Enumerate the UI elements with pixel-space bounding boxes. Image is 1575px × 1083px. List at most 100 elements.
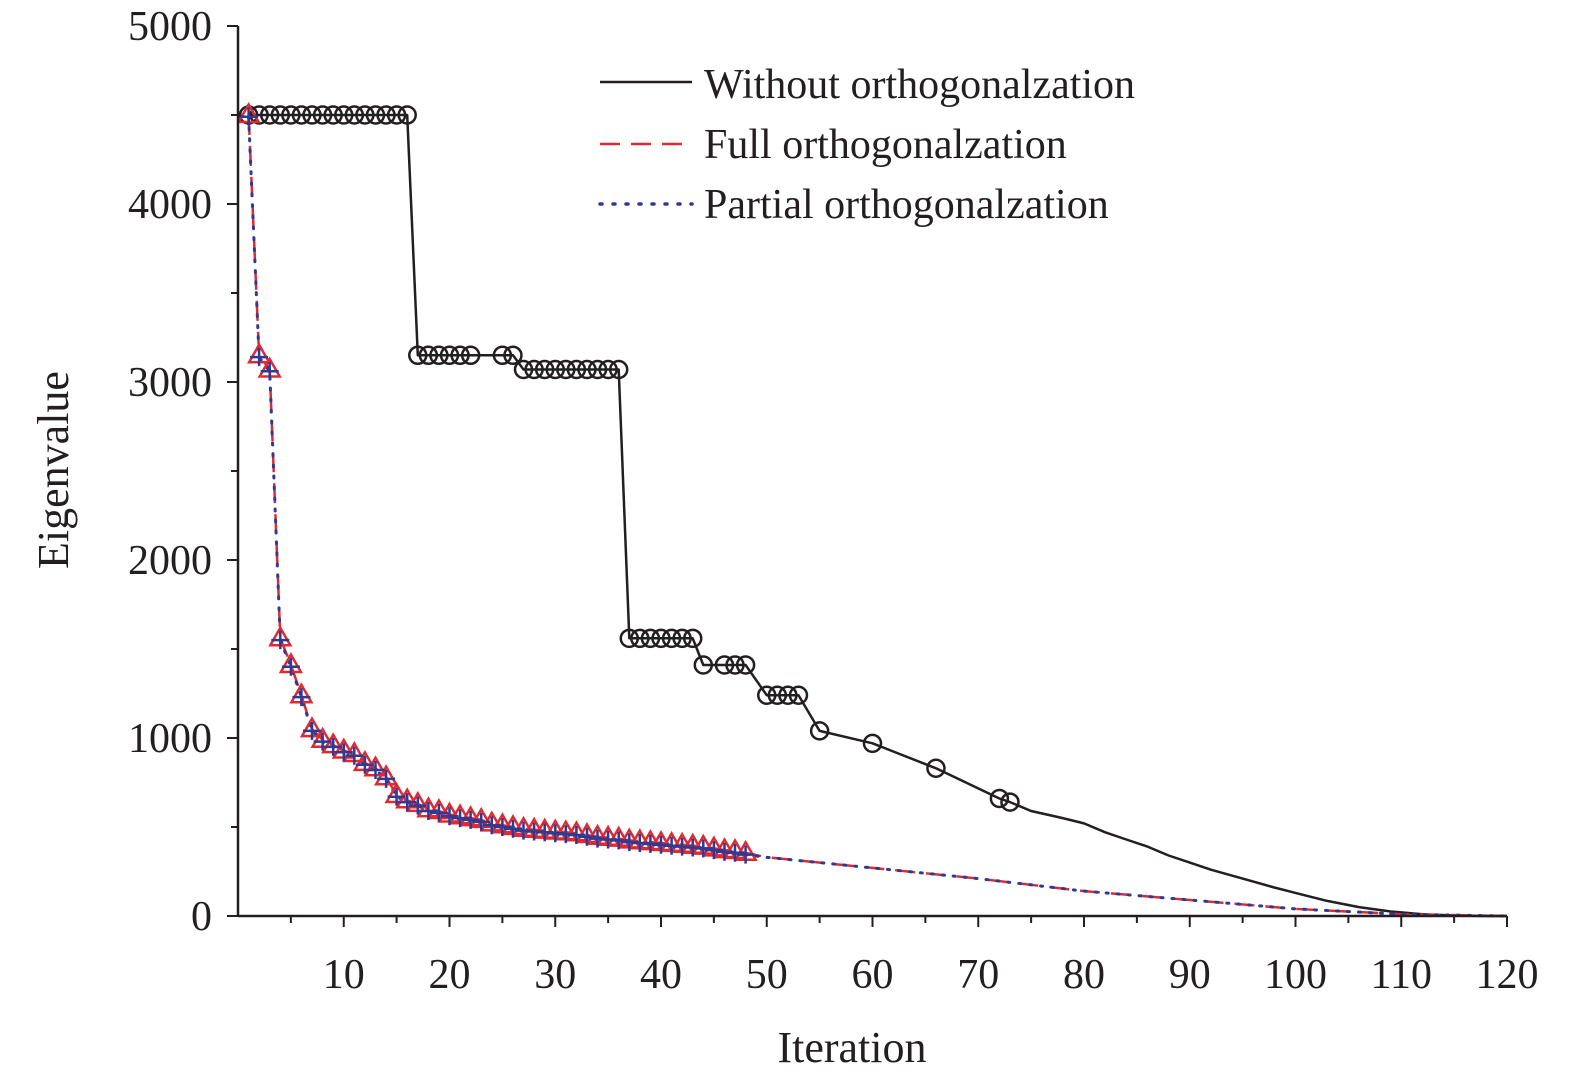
data-point-without: [524, 359, 544, 380]
data-point-without: [513, 359, 534, 380]
data-point-partial: [398, 793, 417, 812]
series-line-0: [248, 113, 1507, 918]
data-point-without: [630, 628, 650, 649]
data-point-without: [365, 105, 386, 125]
data-point-without: [312, 105, 333, 125]
data-point-partial: [239, 107, 258, 126]
data-point-partial: [324, 737, 343, 756]
data-point-without: [672, 628, 692, 649]
data-point-without: [323, 105, 343, 125]
data-point-without: [408, 345, 428, 366]
legend-label-full: Full orthogonalzation: [704, 122, 1067, 168]
data-point-without: [725, 655, 745, 675]
data-point-without: [281, 105, 301, 125]
y-axis-label: Eigenvalue: [29, 371, 78, 569]
data-point-partial: [440, 807, 459, 826]
y-tick-label: 0: [191, 894, 212, 940]
data-point-partial: [281, 657, 300, 676]
data-point-partial: [419, 802, 438, 820]
data-point-without: [926, 758, 946, 779]
data-point-partial: [303, 721, 321, 740]
data-point-without: [788, 685, 809, 706]
data-point-without: [608, 359, 629, 380]
legend: Without orthogonalzation Full orthogonal…: [598, 62, 1135, 228]
x-tick-label: 10: [323, 952, 365, 998]
data-point-partial: [567, 826, 586, 844]
data-point-partial: [250, 348, 269, 367]
x-tick-label: 20: [429, 952, 471, 998]
data-point-partial: [366, 761, 385, 779]
ticks: 10 20 30 40 50 60 70 80 90 100 110 120 0 1000 2000 3000…: [128, 4, 1539, 998]
data-point-partial: [345, 746, 364, 765]
x-tick-label: 60: [852, 952, 894, 998]
data-point-without: [566, 359, 587, 380]
data-point-partial: [355, 755, 374, 774]
data-point-without: [386, 105, 407, 125]
legend-label-without: Without orthogonalzation: [704, 62, 1135, 108]
data-point-without: [735, 655, 756, 675]
x-axis-label: Iteration: [777, 1023, 926, 1072]
data-point-without: [577, 359, 597, 380]
data-point-without: [757, 685, 777, 706]
data-point-partial: [451, 809, 470, 828]
y-tick-label: 3000: [128, 360, 212, 406]
y-tick-label: 1000: [128, 716, 212, 762]
series-line-1: [247, 114, 1508, 918]
y-tick-label: 2000: [128, 538, 212, 584]
data-point-without: [460, 345, 481, 366]
data-point-without: [334, 105, 354, 125]
data-point-without: [259, 105, 280, 125]
x-tick-label: 70: [957, 952, 999, 998]
data-point-without: [556, 359, 576, 380]
data-point-partial: [461, 810, 480, 829]
data-point-without: [1000, 792, 1020, 812]
data-point-without: [355, 105, 375, 125]
x-tick-label: 80: [1063, 952, 1105, 998]
x-tick-label: 30: [534, 952, 576, 998]
data-point-partial: [377, 769, 396, 788]
data-point-without: [429, 345, 449, 366]
x-tick-label: 120: [1476, 952, 1539, 998]
data-point-partial: [472, 812, 491, 831]
data-point-partial: [271, 631, 290, 650]
data-point-partial: [292, 688, 311, 707]
data-point-without: [809, 721, 830, 741]
data-point-without: [767, 685, 788, 706]
data-point-without: [418, 345, 439, 366]
x-tick-label: 110: [1371, 952, 1432, 998]
data-point-without: [598, 359, 618, 380]
data-point-without: [344, 105, 365, 125]
data-point-without: [492, 345, 513, 366]
data-point-without: [439, 345, 460, 366]
data-point-partial: [482, 816, 501, 835]
data-point-without: [534, 359, 555, 380]
data-point-without: [651, 628, 671, 649]
data-point-partial: [504, 819, 522, 838]
data-point-partial: [493, 818, 512, 836]
data-point-partial: [334, 743, 353, 762]
data-point-without: [376, 105, 396, 125]
data-point-without: [693, 655, 714, 675]
x-tick-label: 40: [640, 952, 682, 998]
data-point-partial: [704, 841, 723, 860]
legend-label-partial: Partial orthogonalzation: [704, 182, 1109, 228]
data-point-without: [302, 105, 322, 125]
data-point-without: [450, 345, 470, 366]
data-point-without: [249, 105, 269, 125]
data-point-without: [270, 105, 291, 125]
data-point-without: [545, 359, 565, 380]
data-point-without: [862, 733, 883, 754]
data-point-partial: [429, 803, 448, 822]
data-point-without: [989, 788, 1010, 809]
data-point-partial: [408, 796, 427, 815]
data-point-without: [714, 655, 735, 675]
y-tick-label: 4000: [128, 182, 212, 228]
data-point-partial: [313, 732, 332, 751]
data-point-without: [619, 628, 640, 649]
data-point-without: [587, 359, 608, 380]
data-point-partial: [726, 843, 744, 862]
data-point-partial: [609, 831, 628, 850]
x-tick-label: 100: [1264, 952, 1327, 998]
data-point-without: [778, 685, 798, 706]
